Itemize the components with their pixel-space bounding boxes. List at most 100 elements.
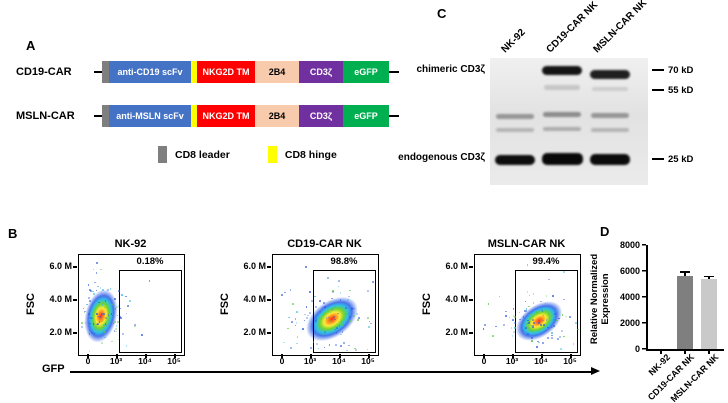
scatter-dot (340, 345, 342, 347)
scatter-dot (495, 326, 497, 328)
scatter-dot (349, 316, 351, 318)
cd8-hinge-swatch (268, 146, 277, 163)
scatter-dot (573, 343, 575, 345)
bar-nk92 (649, 245, 673, 349)
scatter-dot (292, 303, 294, 305)
scatter-dot (332, 290, 334, 292)
blot-band (542, 66, 582, 75)
scatter-dot (559, 336, 561, 338)
scatter-dot (519, 319, 521, 321)
x-tick-mark (684, 351, 686, 355)
scatter-dot (93, 293, 95, 295)
y-axis-label-line1: Relative Normalized (589, 239, 600, 359)
y-tick-mark (267, 266, 271, 268)
scatter-dot (340, 292, 342, 294)
scatter-dot (93, 269, 95, 271)
scatter-dot (513, 331, 515, 333)
scatter-dot (90, 317, 92, 319)
y-tick-label: 2.0 M (434, 327, 468, 337)
plot-title: CD19-CAR NK (272, 238, 377, 250)
y-tick-label: 6.0 M (38, 261, 72, 271)
scatter-dot (115, 331, 117, 333)
scatter-dot (309, 291, 311, 293)
scatter-dot (336, 327, 338, 329)
scatter-dot (120, 317, 122, 319)
scatter-dot (103, 327, 105, 329)
y-tick-mark (73, 266, 77, 268)
scatter-dot (528, 322, 530, 324)
blot-band (496, 128, 534, 132)
scatter-dot (297, 336, 299, 338)
x-tick-label: 0 (78, 356, 98, 366)
marker-label: 25 kD (668, 154, 693, 165)
y-axis-label: FSC (421, 287, 433, 321)
scatter-dot (526, 308, 528, 310)
construct-bar-msln: anti-MSLN scFv NKG2D TM 2B4 CD3ζ eGFP (94, 105, 399, 127)
flow-plot-cd19-car-nk: CD19-CAR NK FSC 6.0 M 4.0 M 2.0 M 98.8% … (212, 238, 384, 372)
scatter-dot (532, 340, 534, 342)
scatter-dot (88, 313, 90, 315)
scatter-dot (552, 295, 554, 297)
scatter-dot (551, 337, 553, 339)
marker-label: 55 kD (668, 85, 693, 96)
scatter-dot (514, 322, 516, 324)
scatter-dot (101, 342, 103, 344)
cd8-leader-segment (102, 61, 109, 83)
bar-cd19-car-nk (673, 245, 697, 349)
scatter-dot (351, 307, 353, 309)
bar-msln-car-nk (697, 245, 721, 349)
scatter-dot (102, 289, 104, 291)
scatter-dot (527, 291, 529, 293)
y-tick-label: 8000 (608, 240, 640, 250)
scatter-dot (370, 323, 372, 325)
bar (677, 276, 693, 349)
scatter-dot (92, 291, 94, 293)
scatter-dot (531, 337, 533, 339)
plot-title: NK-92 (78, 238, 183, 250)
scatter-dot (281, 294, 283, 296)
lane-label-nk92: NK-92 (500, 27, 529, 56)
scatter-dot (349, 290, 351, 292)
blot-band (543, 127, 581, 131)
panel-c-label: C (437, 6, 446, 21)
scatter-dot (488, 303, 490, 305)
y-tick-label: 4.0 M (232, 294, 266, 304)
scatter-dot (288, 317, 290, 319)
scatter-dot (111, 313, 113, 315)
scatter-dot (105, 317, 107, 319)
scatter-dot (89, 323, 91, 325)
scatter-dot (115, 328, 117, 330)
scatter-dot (127, 305, 129, 307)
scatter-dot (315, 306, 317, 308)
scatter-dot (560, 348, 562, 350)
gate-rectangle (119, 270, 182, 353)
scatter-dot (309, 312, 311, 314)
scatter-dot (557, 338, 559, 340)
scatter-dot (542, 342, 544, 344)
x-tick-label: 10⁴ (329, 356, 349, 366)
scatter-dot (129, 300, 131, 302)
x-tick-label: 0 (272, 356, 292, 366)
scatter-dot (527, 333, 529, 335)
nkg2d-tm-segment: NKG2D TM (197, 105, 255, 127)
scatter-dot (512, 335, 514, 337)
marker-label: 70 kD (668, 65, 693, 76)
scatter-dot (116, 325, 118, 327)
scatter-dot (346, 350, 348, 352)
scatter-dot (347, 299, 349, 301)
scatter-dot (552, 315, 554, 317)
scatter-dot (110, 288, 112, 290)
scatter-dot (514, 327, 516, 329)
scatter-dot (100, 269, 102, 271)
scatter-dot (536, 311, 538, 313)
scatter-dot (102, 304, 104, 306)
panel-b-label: B (8, 226, 17, 241)
gate-percentage: 0.18% (119, 256, 181, 267)
gate-percentage: 98.8% (313, 256, 375, 267)
y-tick-label: 4000 (608, 292, 640, 302)
scatter-dot (372, 281, 374, 283)
scatter-dot (103, 324, 105, 326)
scatter-dot (553, 325, 555, 327)
y-tick-label: 2.0 M (232, 327, 266, 337)
y-tick-mark (469, 266, 473, 268)
